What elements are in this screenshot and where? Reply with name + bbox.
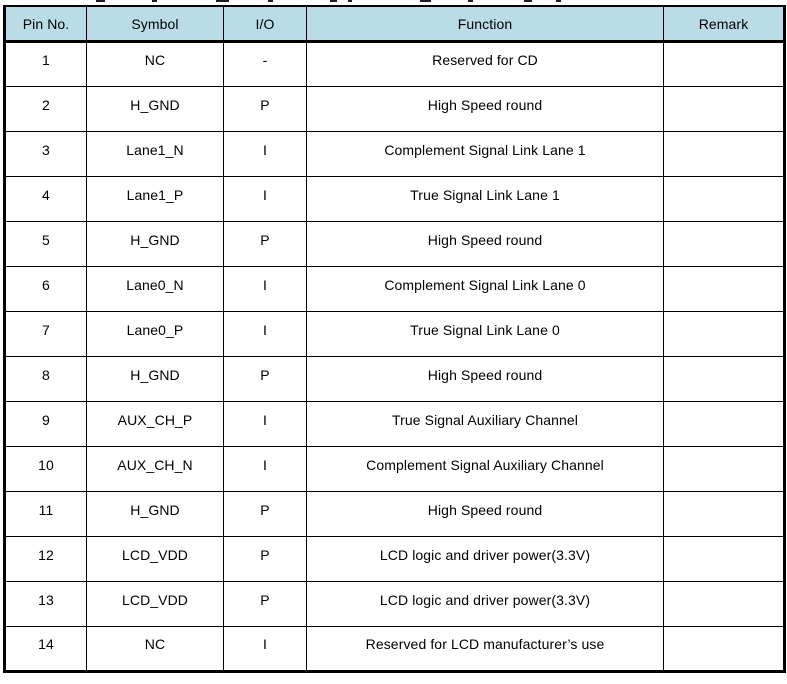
table-header-row: Pin No. Symbol I/O Function Remark	[4, 5, 785, 43]
column-header-io: I/O	[223, 5, 307, 43]
cell-symbol: LCD_VDD	[86, 581, 224, 627]
cell-symbol: LCD_VDD	[86, 536, 224, 582]
cell-remark	[663, 311, 785, 357]
cell-io: P	[223, 221, 307, 267]
table-row: 10 AUX_CH_N I Complement Signal Auxiliary C…	[4, 446, 785, 492]
cell-io: P	[223, 356, 307, 402]
cell-io: I	[223, 311, 307, 357]
table-row: 4 Lane1_P I True Signal Link Lane 1	[4, 176, 785, 222]
cell-function: High Speed round	[306, 356, 664, 402]
cell-io: I	[223, 446, 307, 492]
cell-io: I	[223, 176, 307, 222]
cell-remark	[663, 581, 785, 627]
cell-symbol: NC	[86, 626, 224, 672]
cell-function: True Signal Auxiliary Channel	[306, 401, 664, 447]
cell-pin: 9	[4, 401, 87, 447]
cell-pin: 10	[4, 446, 87, 492]
cell-function: LCD logic and driver power(3.3V)	[306, 536, 664, 582]
cell-symbol: Lane1_N	[86, 131, 224, 177]
cell-function: Complement Signal Link Lane 0	[306, 266, 664, 312]
table-header: Pin No. Symbol I/O Function Remark	[4, 5, 785, 43]
cell-symbol: Lane1_P	[86, 176, 224, 222]
table-row: 6 Lane0_N I Complement Signal Link Lane 0	[4, 266, 785, 312]
table-row: 13 LCD_VDD P LCD logic and driver power(3.3…	[4, 581, 785, 627]
cell-function: Reserved for CD	[306, 41, 664, 87]
cell-symbol: Lane0_N	[86, 266, 224, 312]
cell-function: True Signal Link Lane 1	[306, 176, 664, 222]
cell-pin: 14	[4, 626, 87, 672]
cell-symbol: H_GND	[86, 491, 224, 537]
cell-symbol: H_GND	[86, 221, 224, 267]
cell-pin: 4	[4, 176, 87, 222]
cell-remark	[663, 491, 785, 537]
cell-function: True Signal Link Lane 0	[306, 311, 664, 357]
cell-function: High Speed round	[306, 491, 664, 537]
cell-pin: 8	[4, 356, 87, 402]
cell-io: P	[223, 86, 307, 132]
table-row: 5 H_GND P High Speed round	[4, 221, 785, 267]
cell-symbol: H_GND	[86, 86, 224, 132]
table-row: 3 Lane1_N I Complement Signal Link Lane 1	[4, 131, 785, 177]
cell-remark	[663, 401, 785, 447]
cell-symbol: Lane0_P	[86, 311, 224, 357]
cell-pin: 3	[4, 131, 87, 177]
cell-pin: 7	[4, 311, 87, 357]
cell-function: LCD logic and driver power(3.3V)	[306, 581, 664, 627]
column-header-pin: Pin No.	[4, 5, 87, 43]
cell-symbol: AUX_CH_P	[86, 401, 224, 447]
cell-pin: 5	[4, 221, 87, 267]
cell-io: P	[223, 581, 307, 627]
table-row: 12 LCD_VDD P LCD logic and driver power(3.3…	[4, 536, 785, 582]
table-row: 7 Lane0_P I True Signal Link Lane 0	[4, 311, 785, 357]
column-header-symbol: Symbol	[86, 5, 224, 43]
cell-function: High Speed round	[306, 86, 664, 132]
cell-function: Reserved for LCD manufacturer’s use	[306, 626, 664, 672]
cropped-text-remnant	[0, 0, 787, 4]
cell-pin: 13	[4, 581, 87, 627]
cell-function: Complement Signal Auxiliary Channel	[306, 446, 664, 492]
column-header-remark: Remark	[663, 5, 785, 43]
table-row: 1 NC - Reserved for CD	[4, 41, 785, 87]
table-row: 2 H_GND P High Speed round	[4, 86, 785, 132]
cell-pin: 6	[4, 266, 87, 312]
cell-remark	[663, 626, 785, 672]
table-row: 8 H_GND P High Speed round	[4, 356, 785, 402]
cell-io: I	[223, 131, 307, 177]
cell-function: Complement Signal Link Lane 1	[306, 131, 664, 177]
cell-remark	[663, 356, 785, 402]
cell-remark	[663, 176, 785, 222]
cell-io: P	[223, 491, 307, 537]
cell-symbol: AUX_CH_N	[86, 446, 224, 492]
cell-symbol: H_GND	[86, 356, 224, 402]
cell-remark	[663, 221, 785, 267]
cell-io: I	[223, 266, 307, 312]
cell-io: P	[223, 536, 307, 582]
cell-remark	[663, 86, 785, 132]
table-row: 11 H_GND P High Speed round	[4, 491, 785, 537]
cell-pin: 11	[4, 491, 87, 537]
cell-remark	[663, 41, 785, 87]
cell-remark	[663, 131, 785, 177]
column-header-function: Function	[306, 5, 664, 43]
pin-definition-table: Pin No. Symbol I/O Function Remark 1 NC - Reser…	[3, 5, 786, 673]
cell-pin: 2	[4, 86, 87, 132]
table-body: 1 NC - Reserved for CD 2 H_GND P High Speed rou…	[4, 41, 785, 672]
table-row: 14 NC I Reserved for LCD manufacturer’s use	[4, 626, 785, 672]
cell-remark	[663, 446, 785, 492]
cell-io: I	[223, 401, 307, 447]
cell-remark	[663, 266, 785, 312]
cell-symbol: NC	[86, 41, 224, 87]
cell-pin: 1	[4, 41, 87, 87]
cell-io: I	[223, 626, 307, 672]
cell-io: -	[223, 41, 307, 87]
table-row: 9 AUX_CH_P I True Signal Auxiliary Channel	[4, 401, 785, 447]
cell-pin: 12	[4, 536, 87, 582]
cell-remark	[663, 536, 785, 582]
cell-function: High Speed round	[306, 221, 664, 267]
